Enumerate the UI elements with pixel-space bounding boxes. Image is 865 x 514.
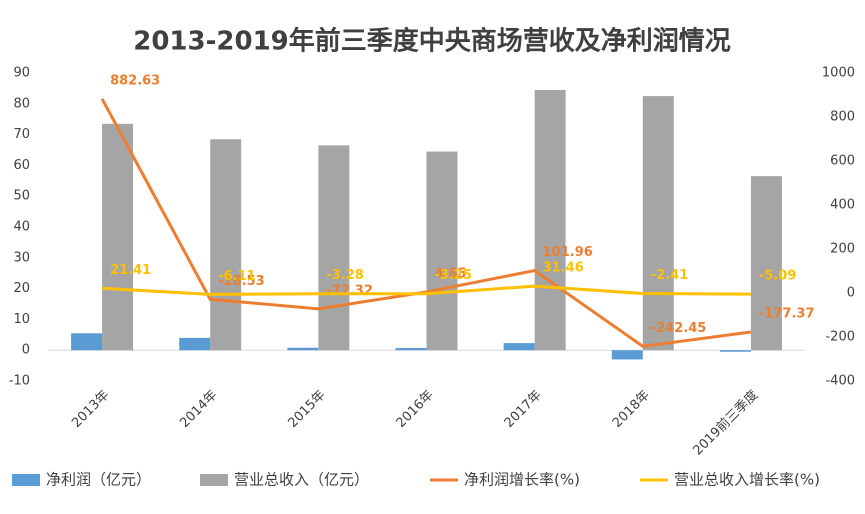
bar — [534, 89, 566, 351]
y-tick-label: 40 — [13, 220, 30, 235]
bar — [426, 151, 458, 351]
legend-swatch — [12, 474, 40, 486]
x-tick-label: 2017年 — [502, 388, 545, 431]
y2-tick-label: -200 — [825, 330, 855, 345]
bar — [611, 350, 643, 360]
bar — [719, 350, 751, 352]
bar — [318, 145, 350, 351]
bar — [503, 343, 535, 351]
y-tick-label: 20 — [13, 281, 30, 296]
bar — [395, 348, 427, 351]
data-label: -3.25 — [435, 268, 472, 283]
bar — [210, 139, 242, 351]
data-label: -242.45 — [651, 321, 707, 336]
y-tick-label: 70 — [13, 127, 30, 142]
legend-swatch — [200, 474, 228, 486]
bar — [750, 176, 782, 351]
legend-label: 营业总收入增长率(%) — [674, 471, 820, 489]
data-label: -28.53 — [218, 274, 265, 289]
y2-tick-label: 0 — [847, 286, 855, 301]
data-label: -177.37 — [759, 307, 815, 322]
data-label: -6.11 — [218, 269, 255, 284]
y-tick-label: 80 — [13, 96, 30, 111]
data-label: -5.09 — [759, 269, 796, 284]
legend-label: 净利润（亿元） — [46, 471, 151, 489]
line-series — [101, 284, 751, 296]
y-tick-label: 0 — [22, 343, 30, 358]
y-tick-label: 60 — [13, 158, 30, 173]
bar — [642, 96, 674, 351]
y2-tick-label: 400 — [830, 198, 855, 213]
data-label: 101.96 — [543, 245, 593, 260]
y2-tick-label: 800 — [830, 110, 855, 125]
data-label: 21.41 — [110, 263, 151, 278]
y-tick-label: 90 — [13, 66, 30, 81]
legend-label: 净利润增长率(%) — [464, 471, 580, 489]
bar — [71, 333, 103, 351]
bar — [179, 337, 211, 351]
y-tick-label: 30 — [13, 250, 30, 265]
chart-title: 2013-2019年前三季度中央商场营收及净利润情况 — [133, 26, 731, 57]
y-tick-label: -10 — [9, 374, 30, 389]
y2-tick-label: 1000 — [822, 66, 855, 81]
bar — [102, 123, 134, 351]
bar — [287, 347, 319, 351]
legend-label: 营业总收入（亿元） — [234, 471, 369, 489]
x-tick-label: 2015年 — [285, 388, 328, 431]
line-series — [100, 98, 752, 348]
x-tick-label: 2019前三季度 — [690, 387, 761, 458]
x-tick-label: 2018年 — [610, 388, 653, 431]
y-tick-label: 10 — [13, 312, 30, 327]
y2-tick-label: 600 — [830, 154, 855, 169]
data-label: 4.85 — [435, 266, 467, 281]
data-label: -72.32 — [326, 283, 373, 298]
data-label: 882.63 — [110, 73, 160, 88]
x-tick-label: 2016年 — [394, 388, 437, 431]
y2-tick-label: -400 — [825, 374, 855, 389]
data-label: -2.41 — [651, 268, 688, 283]
x-tick-label: 2014年 — [177, 388, 220, 431]
data-label: 31.46 — [543, 261, 584, 276]
y-tick-label: 50 — [13, 189, 30, 204]
x-tick-label: 2013年 — [69, 388, 112, 431]
data-label: -3.28 — [326, 268, 363, 283]
y2-tick-label: 200 — [830, 242, 855, 257]
